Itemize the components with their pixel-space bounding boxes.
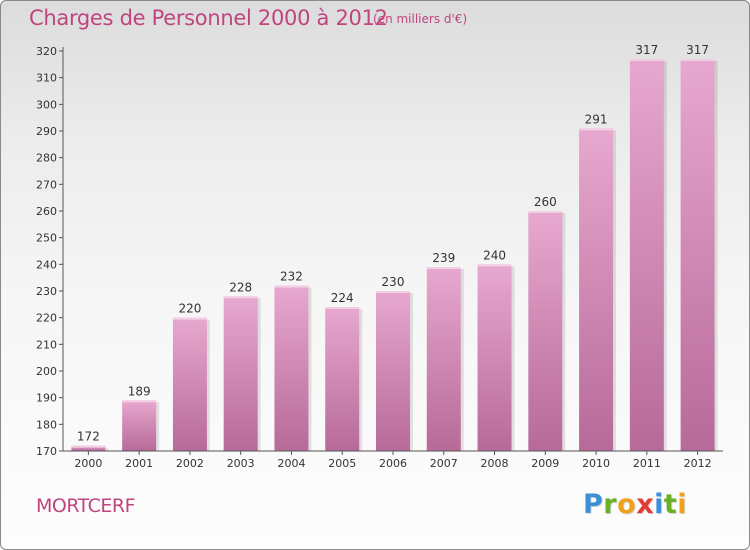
data-label: 189	[128, 384, 151, 398]
bar-2006	[376, 291, 410, 451]
bar-2009	[528, 211, 563, 451]
x-tick-label: 2012	[684, 457, 712, 470]
proxiti-logo[interactable]: Proxiti	[583, 489, 687, 520]
commune-name: MORTCERF	[36, 495, 136, 517]
y-tick-label: 210	[36, 338, 57, 351]
y-tick-label: 230	[36, 285, 57, 298]
x-tick-label: 2004	[277, 457, 305, 470]
logo-letter: t	[663, 489, 678, 520]
y-tick-label: 220	[36, 312, 57, 325]
y-tick-label: 310	[36, 72, 57, 85]
data-label: 239	[432, 251, 455, 265]
data-label: 232	[280, 270, 303, 284]
bar-2001	[122, 400, 157, 451]
x-tick-label: 2002	[176, 457, 204, 470]
x-tick-label: 2008	[481, 457, 509, 470]
bar-2008	[477, 264, 512, 451]
x-tick-label: 2006	[379, 457, 407, 470]
data-label: 260	[534, 195, 557, 209]
bar-highlight	[71, 445, 106, 448]
logo-letter: x	[636, 489, 655, 520]
data-label: 317	[686, 43, 709, 57]
data-label: 240	[483, 248, 506, 262]
data-label: 317	[635, 43, 658, 57]
x-tick-label: 2007	[430, 457, 458, 470]
data-label: 230	[382, 275, 405, 289]
logo-letter: r	[603, 489, 618, 520]
x-tick-label: 2005	[328, 457, 356, 470]
data-label: 220	[178, 302, 201, 316]
bar-2010	[579, 128, 614, 451]
bar-highlight	[223, 296, 258, 299]
bar-highlight	[477, 264, 512, 267]
bar-highlight	[426, 267, 461, 269]
y-tick-label: 320	[36, 45, 57, 58]
bar-highlight	[528, 211, 563, 213]
bar-highlight	[376, 291, 410, 293]
y-axis: 170 180 190 200 210 220 230 240 250 260 270 280 290 3…	[36, 45, 64, 458]
y-tick-label: 170	[36, 445, 57, 458]
y-tick-label: 270	[36, 178, 57, 191]
y-tick-label: 180	[36, 418, 57, 431]
y-tick-label: 240	[36, 258, 57, 271]
bar-highlight	[325, 307, 360, 309]
y-tick-label: 290	[36, 125, 57, 138]
chart-title: Charges de Personnel 2000 à 2012	[29, 6, 388, 30]
bar-2005	[325, 307, 360, 451]
logo-letter: i	[677, 489, 688, 520]
bar-highlight	[579, 128, 614, 131]
data-label: 228	[229, 280, 252, 294]
y-tick-label: 280	[36, 152, 57, 165]
bar-highlight	[274, 285, 309, 288]
x-axis: 2000 2001 2002 2003 2004 2005 2006 2007 2008 2009…	[63, 450, 723, 470]
x-tick-label: 2001	[125, 457, 153, 470]
bar-highlight	[680, 59, 715, 61]
chart-subtitle: (en milliers d'€)	[373, 12, 468, 26]
logo-letter: i	[654, 489, 664, 520]
bar-2000	[71, 445, 106, 451]
y-tick-label: 250	[36, 232, 57, 245]
bar-2002	[172, 317, 207, 451]
bar-2012	[680, 59, 715, 451]
logo-letter: o	[617, 489, 637, 520]
y-tick-label: 260	[36, 205, 57, 218]
bar-highlight	[629, 59, 664, 61]
data-label: 172	[77, 430, 100, 444]
data-label: 291	[585, 112, 608, 126]
x-tick-label: 2011	[633, 457, 661, 470]
x-tick-label: 2009	[531, 457, 559, 470]
x-tick-label: 2010	[582, 457, 610, 470]
bar-2004	[274, 285, 309, 451]
bar-highlight	[172, 317, 207, 320]
bar-2007	[426, 267, 461, 451]
bar-2003	[223, 296, 258, 451]
y-tick-label: 200	[36, 365, 57, 378]
y-tick-label: 300	[36, 98, 57, 111]
x-tick-label: 2003	[227, 457, 255, 470]
bar-2011	[629, 59, 664, 451]
logo-letter: P	[583, 489, 604, 520]
data-label: 224	[331, 291, 354, 305]
bar-highlight	[122, 400, 157, 403]
bars: 172 189 220 228 232 224 230 239 240 260 291 317 317	[71, 43, 718, 452]
y-tick-label: 190	[36, 392, 57, 405]
x-tick-label: 2000	[74, 457, 102, 470]
